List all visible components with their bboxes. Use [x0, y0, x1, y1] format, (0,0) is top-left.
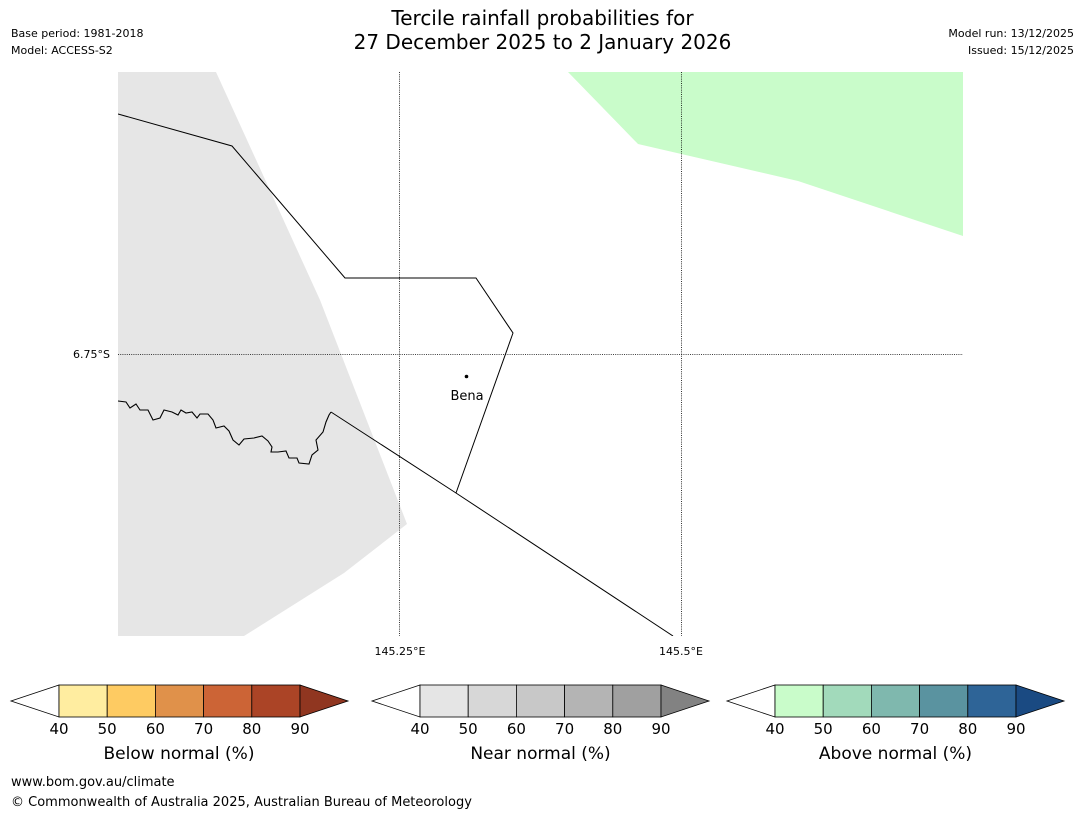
above-normal-tick-label: 70 — [910, 720, 929, 736]
below-normal-label: Below normal (%) — [103, 744, 255, 764]
lon-label-145-5: 145.5°E — [659, 645, 703, 658]
place-label-bena: Bena — [450, 389, 483, 404]
above-normal-tick-label: 80 — [958, 720, 977, 736]
above-normal-segment — [822, 684, 872, 718]
colorbars: 40 50 60 70 80 90 40 50 60 70 80 90 40 50 60 70 80 90 — [9, 684, 1066, 736]
below-normal-extend-high — [299, 684, 350, 718]
near-normal-segment — [612, 684, 662, 718]
model-run-text: Model run: 13/12/2025 — [948, 27, 1074, 40]
province-boundary — [118, 400, 332, 465]
bom-url-link[interactable]: www.bom.gov.au/climate — [11, 775, 175, 790]
lon-label-145-25: 145.25°E — [375, 645, 426, 658]
near-normal-segment — [467, 684, 517, 718]
below-normal-tick-label: 50 — [98, 720, 117, 736]
model-text: Model: ACCESS-S2 — [11, 44, 113, 57]
bena-location-dot — [464, 374, 469, 379]
above-normal-region — [568, 72, 963, 236]
lat-label: 6.75°S — [73, 348, 110, 361]
colorbar-near-normal: 40 50 60 70 80 90 — [370, 684, 711, 736]
below-normal-segment — [58, 684, 108, 718]
below-normal-tick-label: 90 — [290, 720, 309, 736]
above-normal-tick-label: 60 — [862, 720, 881, 736]
base-period-text: Base period: 1981-2018 — [11, 27, 144, 40]
above-normal-extend-low — [725, 684, 776, 718]
near-normal-tick-label: 50 — [459, 720, 478, 736]
above-normal-segment — [967, 684, 1017, 718]
below-normal-extend-low — [9, 684, 60, 718]
below-normal-tick-label: 80 — [242, 720, 261, 736]
below-normal-tick-label: 40 — [49, 720, 68, 736]
near-normal-tick-label: 70 — [555, 720, 574, 736]
below-normal-segment — [106, 684, 156, 718]
below-normal-tick-label: 70 — [194, 720, 213, 736]
issued-text: Issued: 15/12/2025 — [967, 44, 1074, 57]
below-normal-segment — [251, 684, 301, 718]
near-normal-tick-label: 60 — [507, 720, 526, 736]
above-normal-tick-label: 90 — [1006, 720, 1025, 736]
above-normal-segment — [919, 684, 969, 718]
title-line-1: Tercile rainfall probabilities for — [391, 6, 694, 30]
above-normal-tick-label: 40 — [765, 720, 784, 736]
near-normal-region — [118, 72, 407, 636]
below-normal-segment — [154, 684, 204, 718]
title-line-2: 27 December 2025 to 2 January 2026 — [353, 30, 732, 54]
above-normal-label: Above normal (%) — [818, 744, 973, 764]
near-normal-extend-high — [660, 684, 711, 718]
copyright-text: © Commonwealth of Australia 2025, Austra… — [11, 795, 472, 810]
above-normal-segment — [774, 684, 824, 718]
near-normal-extend-low — [370, 684, 421, 718]
colorbar-above-normal: 40 50 60 70 80 90 — [725, 684, 1066, 736]
district-boundary-north — [118, 113, 514, 494]
above-normal-tick-label: 50 — [814, 720, 833, 736]
near-normal-tick-label: 40 — [410, 720, 429, 736]
near-normal-segment — [564, 684, 614, 718]
page-title: Tercile rainfall probabilities for 27 De… — [0, 6, 1085, 54]
above-normal-segment — [871, 684, 921, 718]
near-normal-tick-label: 90 — [651, 720, 670, 736]
near-normal-label: Near normal (%) — [470, 744, 611, 764]
near-normal-tick-label: 80 — [603, 720, 622, 736]
district-boundary-south — [330, 411, 674, 636]
near-normal-segment — [419, 684, 469, 718]
below-normal-tick-label: 60 — [146, 720, 165, 736]
near-normal-segment — [516, 684, 566, 718]
colorbar-below-normal: 40 50 60 70 80 90 — [9, 684, 350, 736]
below-normal-segment — [203, 684, 253, 718]
above-normal-extend-high — [1015, 684, 1066, 718]
